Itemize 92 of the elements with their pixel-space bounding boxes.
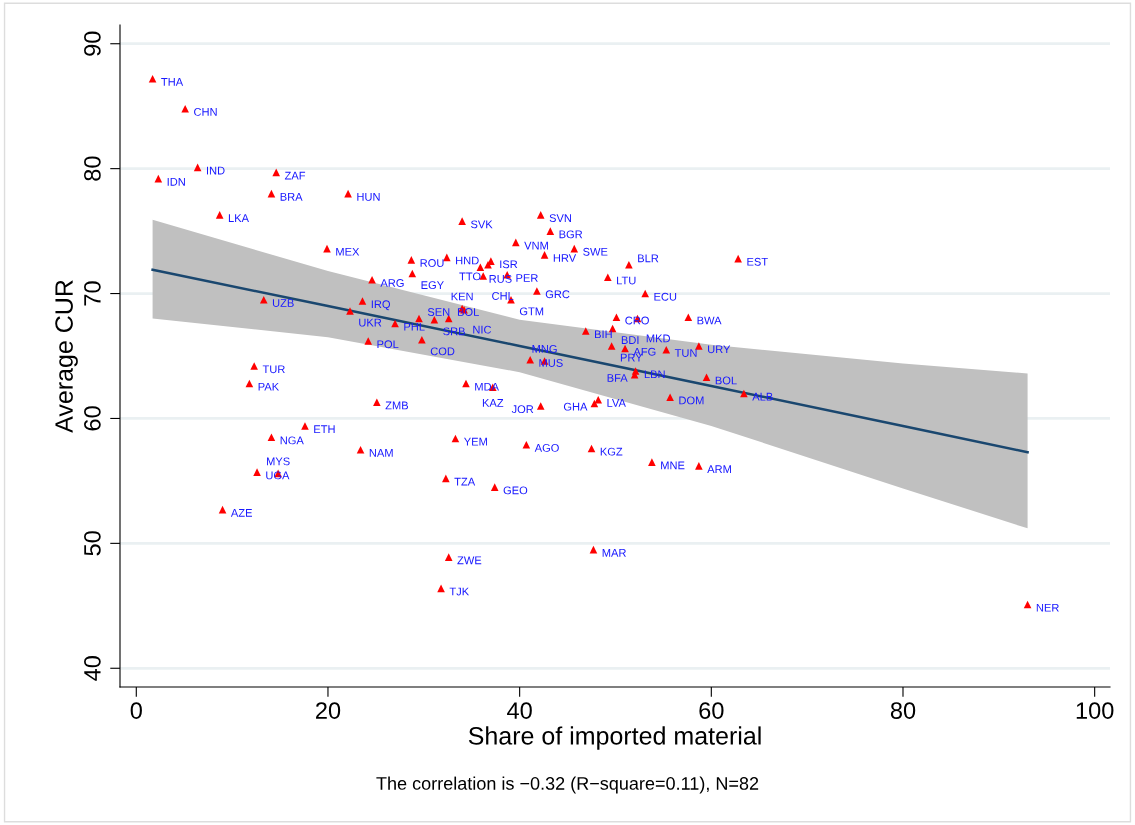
data-label: TUR: [262, 365, 285, 374]
y-tick-label: 40: [84, 656, 101, 681]
data-label: AZE: [230, 509, 253, 517]
y-tick-label: 60: [84, 406, 101, 431]
data-label: SEN: [427, 308, 450, 316]
data-label: RUS: [489, 274, 512, 283]
data-label: ROU: [420, 259, 444, 267]
x-tick-label: 40: [507, 702, 532, 719]
text: The correlation is −0.32 (R−square=0.11), N=82: [376, 776, 759, 794]
data-label: BOL: [715, 376, 737, 385]
data-label: GRC: [545, 290, 570, 299]
data-label: JOR: [511, 405, 534, 414]
data-label: SVN: [549, 214, 571, 223]
data-label: BWA: [697, 316, 722, 325]
data-label: ZAF: [284, 171, 306, 180]
data-label: KEN: [451, 292, 473, 301]
data-label: NGA: [280, 436, 304, 445]
data-label: YEM: [464, 437, 487, 446]
data-label: IND: [206, 166, 225, 175]
data-label: IDN: [167, 178, 185, 186]
data-label: PER: [516, 274, 538, 282]
data-label: COD: [430, 347, 455, 356]
y-tick-label: 70: [84, 281, 101, 306]
data-label: GEO: [503, 486, 528, 495]
data-label: HUN: [357, 193, 380, 201]
x-tick-label: 0: [130, 702, 142, 719]
data-label: CRO: [625, 316, 649, 325]
data-label: IRQ: [371, 300, 391, 311]
data-label: BGR: [559, 230, 583, 239]
data-label: ETH: [314, 425, 335, 433]
data-label: POL: [377, 340, 399, 349]
data-label: GHA: [563, 402, 588, 411]
data-label: TTO: [459, 272, 481, 281]
data-label: PAK: [258, 382, 279, 391]
x-axis-title: Share of imported material: [468, 726, 761, 750]
data-label: LKA: [228, 214, 249, 222]
data-label: ECU: [654, 292, 677, 301]
data-label: HRV: [553, 254, 577, 262]
data-label: MKD: [646, 334, 671, 343]
data-label: ZMB: [385, 401, 409, 410]
data-label: UZB: [272, 299, 294, 307]
data-label: GTM: [519, 307, 544, 316]
data-label: SVK: [470, 220, 493, 229]
data-label: BLR: [638, 254, 659, 263]
data-label: ARG: [380, 279, 404, 287]
y-tick-label: 90: [84, 31, 101, 56]
data-label: CHN: [194, 107, 217, 116]
data-label: KGZ: [600, 447, 623, 456]
data-label: TJK: [449, 587, 470, 596]
data-label: MNE: [661, 461, 685, 470]
data-label: LVA: [607, 399, 626, 407]
data-label: LTU: [617, 276, 636, 285]
x-tick-label: 20: [316, 702, 341, 719]
data-label: MYS: [267, 457, 290, 466]
data-label: PHL: [404, 322, 425, 331]
data-label: TUN: [674, 349, 697, 357]
data-label: ZWE: [457, 556, 482, 565]
data-label: DOM: [679, 396, 704, 405]
data-label: ARM: [707, 465, 731, 473]
data-label: HND: [456, 256, 479, 265]
data-label: MUS: [539, 359, 563, 367]
data-label: BOL: [457, 308, 479, 316]
data-label: MAR: [602, 549, 626, 557]
data-label: NER: [1036, 603, 1059, 612]
data-label: ALB: [752, 392, 773, 401]
data-label: ISR: [500, 260, 518, 269]
y-axis-title: Average CUR: [55, 280, 78, 433]
data-label: VNM: [524, 241, 548, 250]
data-label: BFA: [607, 374, 628, 382]
y-tick-label: 50: [84, 531, 101, 556]
data-label: BRA: [280, 193, 303, 201]
data-label: AGO: [534, 443, 559, 452]
data-label: BDI: [621, 336, 639, 344]
data-label: MEX: [336, 247, 360, 256]
data-label: TZA: [454, 477, 476, 486]
data-label: BIH: [595, 330, 612, 339]
data-label: KAZ: [482, 399, 504, 407]
x-tick-label: 100: [1076, 702, 1114, 719]
data-label: LBN: [644, 370, 665, 379]
x-tick-label: 60: [699, 702, 724, 719]
data-label: URY: [708, 345, 731, 354]
data-label: CHL: [492, 292, 514, 300]
y-tick-label: 80: [84, 156, 101, 181]
data-label: UKR: [359, 318, 382, 327]
data-label: NAM: [369, 449, 393, 457]
data-label: EGY: [421, 281, 444, 290]
data-label: SWE: [583, 247, 608, 256]
data-label: THA: [161, 78, 184, 86]
data-label: EST: [747, 257, 768, 266]
data-label: UGA: [266, 471, 290, 480]
data-label: NIC: [473, 325, 492, 334]
x-tick-label: 80: [890, 702, 916, 719]
